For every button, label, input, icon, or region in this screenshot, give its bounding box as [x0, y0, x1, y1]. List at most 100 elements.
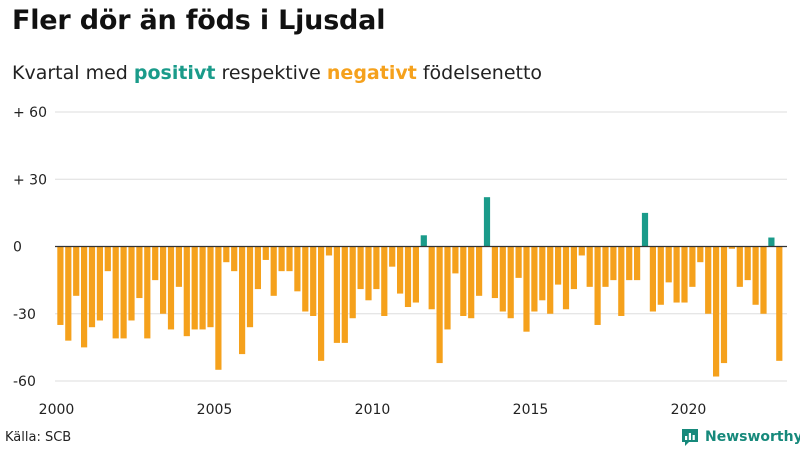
bar: [641, 212, 649, 247]
bar: [318, 246, 325, 361]
bar: [286, 246, 293, 272]
bar: [373, 246, 380, 290]
bar: [570, 246, 577, 290]
bar: [81, 246, 88, 348]
subtitle-suffix: födelsenetto: [416, 62, 543, 84]
bar: [562, 246, 570, 310]
bar: [452, 246, 459, 274]
x-tick-label: 2000: [39, 402, 75, 418]
bar: [365, 246, 372, 301]
bar: [310, 246, 317, 316]
bar: [160, 246, 167, 314]
bar: [397, 246, 404, 294]
bar: [262, 246, 269, 260]
x-tick-label: 2005: [197, 402, 233, 418]
bar: [776, 246, 783, 361]
bar: [73, 246, 80, 296]
bar: [183, 246, 190, 337]
bar: [634, 246, 641, 281]
bar: [673, 246, 680, 303]
bar: [104, 246, 111, 272]
bar: [239, 246, 246, 355]
bar: [96, 246, 103, 321]
chart-title: Fler dör än föds i Ljusdal: [12, 5, 386, 36]
bar: [483, 197, 491, 247]
bar-chart-logo-icon: [682, 429, 698, 446]
bar: [333, 246, 340, 343]
y-tick-label: -60: [13, 374, 36, 390]
bar: [167, 246, 175, 330]
bar: [278, 246, 285, 272]
bar: [175, 246, 182, 287]
subtitle-middle: respektive: [215, 62, 327, 84]
bar: [586, 246, 593, 287]
bar: [555, 246, 562, 285]
bar: [649, 246, 656, 312]
bar: [444, 246, 451, 330]
bar: [88, 246, 96, 328]
bar: [381, 246, 388, 316]
bar: [681, 246, 688, 303]
bar: [65, 246, 72, 341]
bar: [57, 246, 64, 325]
x-tick-label: 2015: [513, 402, 549, 418]
bar: [736, 246, 743, 287]
bar: [112, 246, 119, 339]
bar: [752, 246, 759, 305]
bar: [223, 246, 230, 263]
bar: [523, 246, 530, 332]
bar: [626, 246, 633, 281]
bar: [697, 246, 704, 263]
bar: [713, 246, 720, 377]
bar: [720, 246, 728, 364]
bar: [531, 246, 538, 312]
bar: [136, 246, 143, 299]
bar: [547, 246, 554, 314]
bar: [420, 235, 427, 247]
bar: [120, 246, 127, 339]
bar: [254, 246, 261, 290]
bar: [705, 246, 712, 314]
bar: [594, 246, 601, 325]
bar: [302, 246, 309, 312]
bar: [610, 246, 617, 281]
bar: [341, 246, 348, 343]
subtitle-positive-word: positivt: [133, 62, 216, 84]
bar: [468, 246, 475, 319]
bar: [689, 246, 696, 287]
bar: [618, 246, 625, 316]
bar: [389, 246, 396, 267]
bar: [207, 246, 214, 328]
bar: [270, 246, 277, 296]
bar: [199, 246, 206, 330]
bar: [491, 246, 498, 299]
bar: [760, 246, 767, 314]
bar: [349, 246, 356, 319]
y-tick-label: + 60: [13, 105, 47, 121]
bar: [728, 246, 735, 249]
bar: [460, 246, 467, 316]
bar: [231, 246, 238, 272]
bar: [144, 246, 151, 339]
bar: [404, 246, 412, 308]
bar: [507, 246, 514, 319]
brand-logo[interactable]: Newsworthy: [680, 427, 800, 447]
bar: [428, 246, 435, 310]
bar: [515, 246, 522, 278]
bar: [412, 246, 419, 303]
bar: [325, 246, 333, 256]
bar: [128, 246, 135, 321]
bar: [357, 246, 364, 290]
bar: [152, 246, 159, 281]
x-tick-label: 2010: [355, 402, 391, 418]
bar: [436, 246, 443, 364]
y-tick-label: -30: [13, 307, 36, 323]
y-tick-label: 0: [13, 240, 22, 256]
y-tick-label: + 30: [13, 172, 47, 188]
bar: [499, 246, 506, 312]
bar: [215, 246, 222, 370]
bar: [602, 246, 609, 287]
source-note: Källa: SCB: [5, 430, 72, 445]
bar: [294, 246, 301, 292]
